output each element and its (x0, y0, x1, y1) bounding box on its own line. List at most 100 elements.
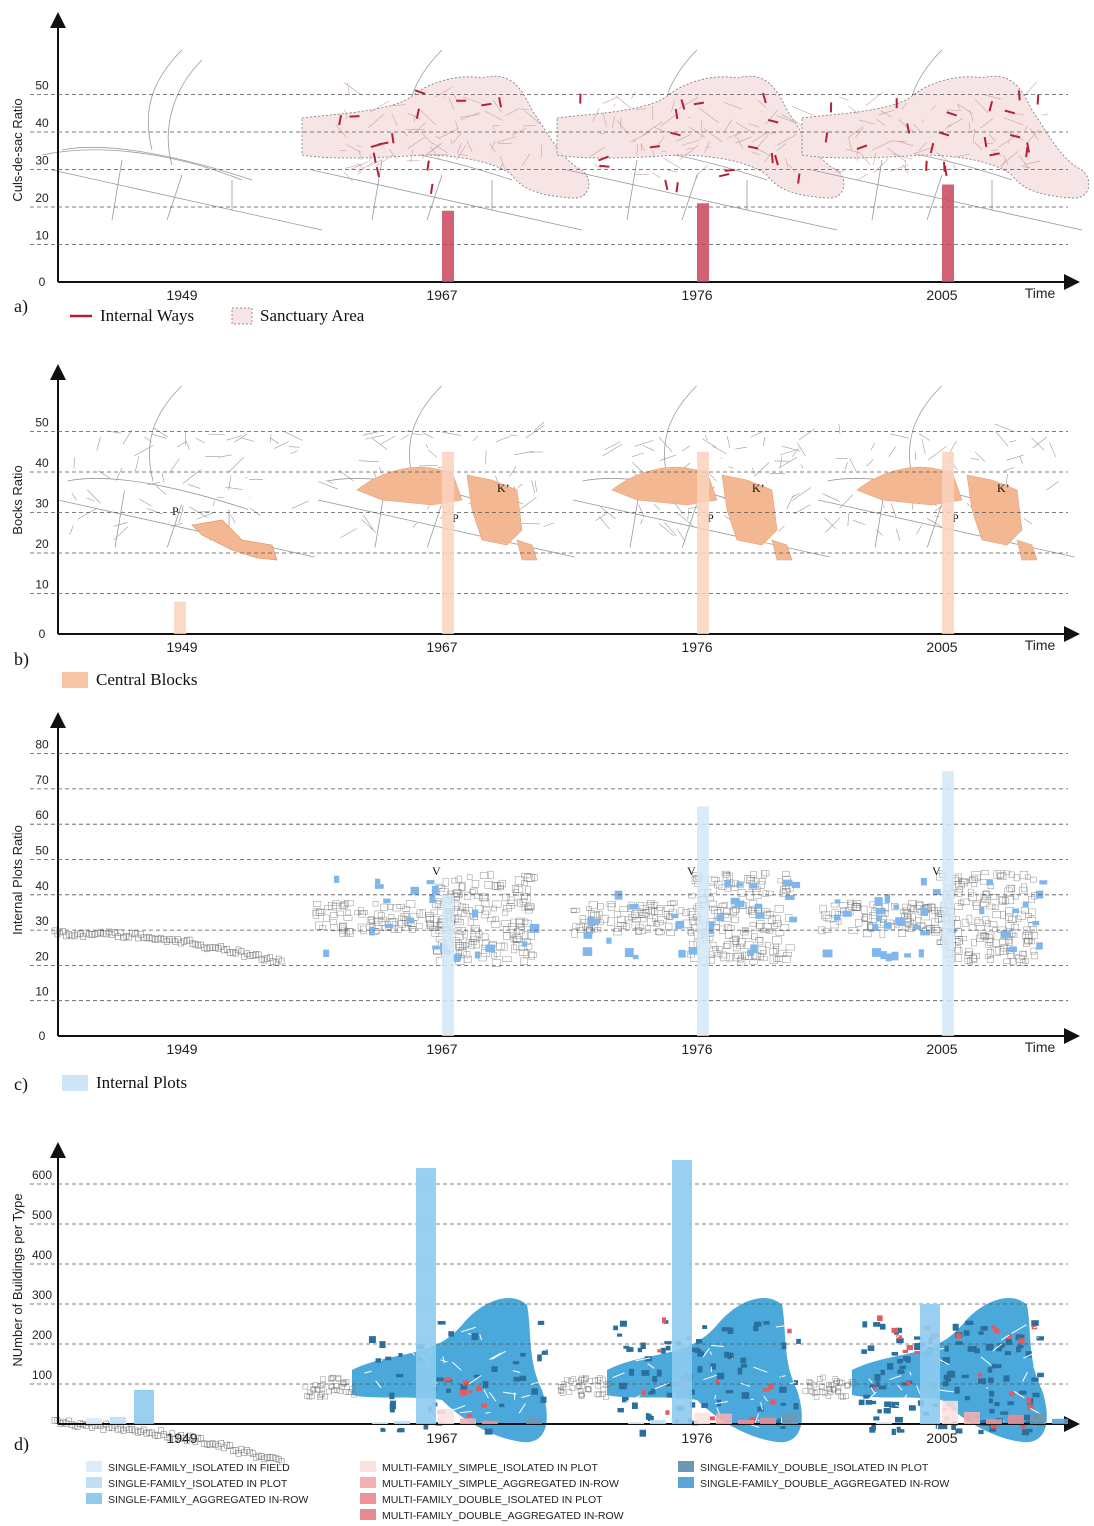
building-dark (648, 1391, 653, 1395)
map-street (343, 82, 363, 96)
legend-swatch (86, 1477, 102, 1488)
building-outline (577, 1388, 584, 1394)
street-gap (452, 1361, 462, 1371)
plot-outline (954, 945, 961, 954)
bar (782, 1413, 798, 1424)
internal-plot (1012, 908, 1020, 914)
map-street (751, 132, 767, 143)
building-outline (335, 1376, 342, 1382)
plot-outline (419, 909, 426, 918)
building-outline (568, 1378, 574, 1384)
plot-outline (614, 926, 622, 932)
building-outline (207, 1441, 213, 1449)
plot-outline (258, 955, 265, 963)
plot-outline (1020, 959, 1027, 966)
bar (650, 1420, 666, 1424)
street-gap (916, 1385, 921, 1395)
internal-plot (688, 946, 699, 955)
map-street (791, 447, 799, 458)
map-street (425, 444, 429, 449)
plot-outline (324, 905, 334, 910)
plot-outline (723, 943, 730, 949)
map-label-p: P (707, 511, 714, 525)
plot-outline (670, 900, 678, 906)
plot-outline (319, 925, 327, 930)
plot-outline (999, 939, 1009, 946)
x-tick-label: 1949 (166, 639, 197, 655)
plot-outline (908, 900, 917, 906)
map-street (435, 135, 441, 140)
plot-outline (643, 908, 652, 914)
building-dark (793, 1402, 799, 1410)
plot-outline (475, 905, 484, 913)
map-street (913, 153, 925, 156)
plot-outline (92, 930, 98, 938)
map-street (980, 118, 993, 129)
map-street (113, 526, 129, 541)
building-dark (757, 1406, 764, 1412)
internal-plot (893, 904, 900, 910)
street-line (871, 159, 883, 221)
plot-outline (1015, 955, 1025, 963)
plot-outline (966, 914, 973, 924)
building-outline (600, 1376, 606, 1383)
building-outline (559, 1384, 566, 1390)
plot-outline (470, 931, 480, 940)
plot-outline (69, 932, 75, 940)
internal-plot (583, 932, 593, 939)
map-street (521, 153, 531, 166)
map-street (634, 173, 650, 176)
building-outline (270, 1454, 276, 1461)
building-dark (775, 1420, 782, 1426)
building-outline (843, 1393, 849, 1399)
plot-outline (253, 951, 259, 958)
plot-outline (496, 942, 505, 950)
plot-outline (731, 885, 739, 891)
bar (394, 1420, 410, 1424)
plot-outline (724, 886, 731, 892)
building-dark (1032, 1392, 1040, 1398)
internal-way (767, 118, 779, 124)
plot-outline (267, 954, 273, 961)
x-tick-label: 1976 (681, 287, 712, 303)
legend-swatch (86, 1493, 102, 1504)
map-street (241, 437, 255, 442)
plot-outline (1030, 952, 1038, 960)
street-gap (362, 1410, 367, 1420)
plot-outline (1004, 896, 1014, 905)
map-street (631, 452, 644, 458)
internal-plot (880, 951, 887, 960)
sanctuary-area (801, 75, 1090, 199)
map-street (514, 450, 534, 456)
map-label-v: V (432, 864, 441, 878)
plot-outline (852, 900, 862, 906)
internal-way (988, 101, 994, 112)
building-outline (204, 1440, 210, 1448)
map-street (847, 126, 863, 139)
map-street (849, 458, 857, 472)
street-gap (612, 1372, 625, 1379)
map-street (340, 528, 357, 539)
bar (442, 210, 454, 282)
plot-outline (708, 947, 718, 956)
plot-outline (758, 946, 767, 955)
plot-outline (570, 907, 581, 913)
plot-outline (1010, 932, 1018, 938)
building-dark (389, 1408, 395, 1413)
map-street (615, 95, 632, 109)
building-dark (961, 1374, 969, 1379)
map-street (225, 486, 243, 490)
internal-plot (410, 886, 419, 895)
plot-outline (571, 929, 578, 938)
building-dark (946, 1371, 955, 1378)
map-street (838, 424, 841, 434)
plot-outline (606, 901, 616, 908)
plot-outline (430, 915, 439, 923)
map-street (727, 466, 735, 469)
plot-outline (329, 919, 337, 925)
plot-outline (999, 896, 1007, 905)
plot-outline (140, 934, 147, 941)
bar (416, 1168, 436, 1424)
bar (442, 451, 454, 634)
street-gap (1003, 1420, 1005, 1422)
